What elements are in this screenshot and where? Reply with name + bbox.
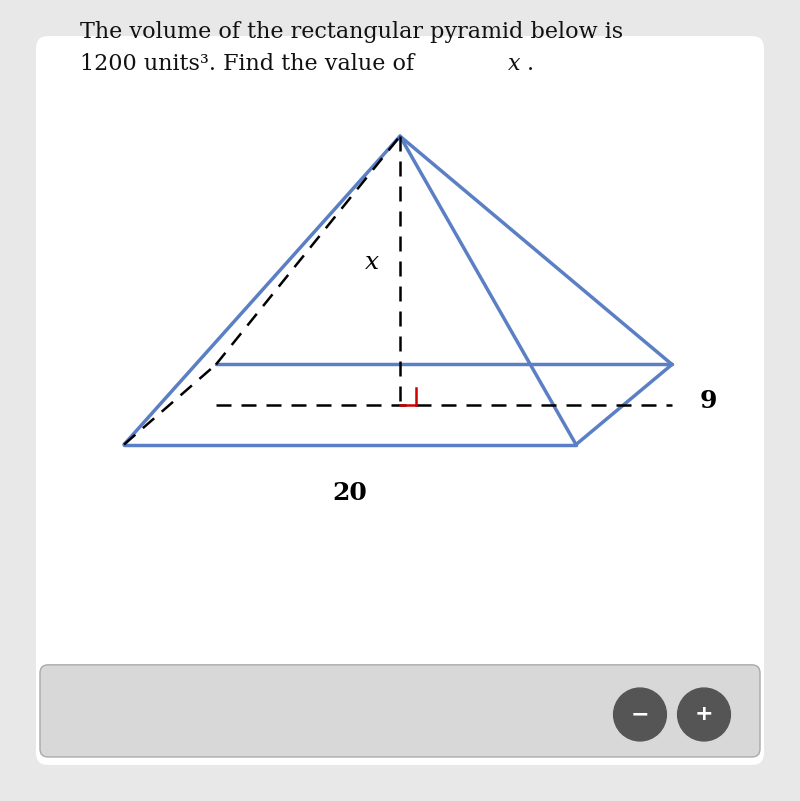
Circle shape: [614, 688, 666, 741]
Text: x: x: [508, 53, 521, 75]
Text: x: x: [365, 251, 379, 274]
FancyBboxPatch shape: [36, 36, 764, 765]
Text: .: .: [527, 53, 534, 75]
Text: +: +: [694, 705, 714, 724]
Text: 20: 20: [333, 481, 367, 505]
FancyBboxPatch shape: [40, 665, 760, 757]
Text: 1200 units³. Find the value of: 1200 units³. Find the value of: [80, 53, 422, 75]
Text: 9: 9: [699, 388, 717, 413]
Text: The volume of the rectangular pyramid below is: The volume of the rectangular pyramid be…: [80, 21, 623, 43]
Circle shape: [678, 688, 730, 741]
Text: −: −: [630, 705, 650, 724]
